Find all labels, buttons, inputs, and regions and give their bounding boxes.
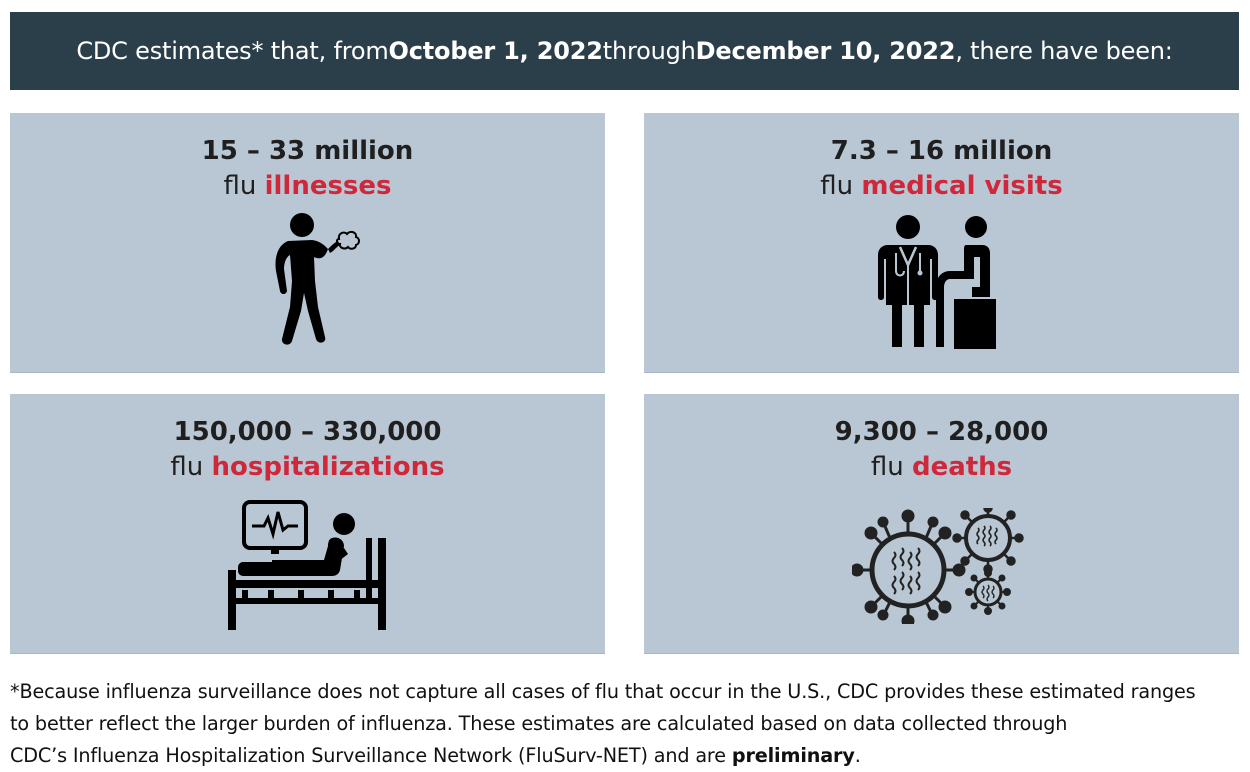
- footnote-line-3-prefix: CDC’s Influenza Hospitalization Surveill…: [10, 744, 732, 767]
- medical-visits-label-highlight: medical visits: [861, 171, 1063, 201]
- banner-suffix: , there have been:: [955, 37, 1173, 65]
- banner-middle: through: [602, 37, 696, 65]
- illnesses-label-prefix: flu: [223, 171, 265, 201]
- deaths-label-prefix: flu: [870, 452, 912, 482]
- footnote-line-2: to better reflect the larger burden of i…: [10, 712, 1068, 735]
- card-hospitalizations: 150,000 – 330,000 flu hospitalizations: [10, 394, 605, 654]
- illnesses-label-highlight: illnesses: [264, 171, 392, 201]
- banner-start-date: October 1, 2022: [388, 37, 603, 65]
- hospitalizations-label: flu hospitalizations: [10, 452, 605, 482]
- medical-visits-label-prefix: flu: [820, 171, 862, 201]
- illnesses-label: flu illnesses: [10, 171, 605, 201]
- hospitalizations-range: 150,000 – 330,000: [173, 417, 442, 447]
- virus-particles-icon: [852, 508, 1024, 624]
- footnote-line-1: *Because influenza surveillance does not…: [10, 680, 1196, 703]
- footnote-preliminary: preliminary: [731, 744, 855, 767]
- deaths-label-highlight: deaths: [911, 452, 1013, 482]
- footnote-line-3-suffix: .: [854, 744, 861, 767]
- footnote: *Because influenza surveillance does not…: [10, 676, 1245, 772]
- medical-visits-range: 7.3 – 16 million: [830, 136, 1053, 166]
- card-illnesses: 15 – 33 million flu illnesses: [10, 113, 605, 373]
- deaths-label: flu deaths: [644, 452, 1239, 482]
- hospitalizations-label-prefix: flu: [170, 452, 212, 482]
- banner-prefix: CDC estimates* that, from: [76, 37, 389, 65]
- deaths-range: 9,300 – 28,000: [834, 417, 1049, 447]
- card-deaths: 9,300 – 28,000 flu deaths: [644, 394, 1239, 654]
- banner-end-date: December 10, 2022: [695, 37, 956, 65]
- header-banner: CDC estimates* that, from October 1, 202…: [10, 12, 1239, 90]
- illnesses-range: 15 – 33 million: [201, 136, 414, 166]
- sick-person-coughing-icon: [275, 213, 360, 345]
- medical-visits-label: flu medical visits: [644, 171, 1239, 201]
- card-medical-visits: 7.3 – 16 million flu medical visits: [644, 113, 1239, 373]
- hospitalizations-label-highlight: hospitalizations: [211, 452, 445, 482]
- footnote-line-3: CDC’s Influenza Hospitalization Surveill…: [10, 740, 1245, 772]
- doctor-and-patient-icon: [878, 215, 996, 349]
- hospital-bed-monitor-icon: [228, 500, 386, 630]
